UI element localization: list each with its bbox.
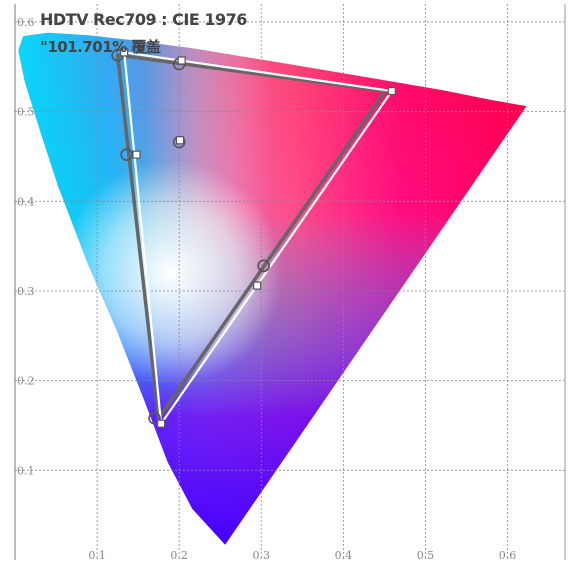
y-tick-label: 0.5 (17, 106, 35, 119)
spectral-locus (18, 32, 527, 545)
marker-square (175, 136, 185, 145)
marker-circle (120, 148, 133, 161)
x-tick-label: 0.3 (253, 549, 271, 562)
tick-labels: 0.1 0.2 0.3 0.4 0.5 0.6 0.1 0.2 0.3 0.4 0.5 0.6 (17, 16, 516, 562)
marker-square (387, 86, 396, 96)
x-tick-label: 0.1 (88, 549, 106, 562)
marker-square (120, 48, 129, 57)
measurement-markers (111, 48, 396, 428)
y-tick-label: 0.2 (17, 375, 35, 388)
x-tick-label: 0.6 (499, 549, 517, 562)
locus-fill (18, 32, 527, 545)
marker-square (132, 150, 141, 159)
gamut-series-line (123, 51, 393, 425)
chart-title: HDTV Rec709 : CIE 1976 (40, 10, 247, 29)
gamut-triangles (115, 51, 393, 425)
marker-square (253, 281, 262, 290)
locus-fill-white (18, 32, 527, 545)
x-tick-label: 0.4 (335, 549, 353, 562)
y-tick-label: 0.1 (17, 464, 35, 477)
y-tick-label: 0.4 (17, 195, 35, 208)
marker-circle (257, 259, 271, 273)
grid (14, 4, 566, 560)
y-tick-label: 0.3 (17, 285, 35, 298)
y-tick-label: 0.6 (17, 16, 35, 29)
x-tick-label: 0.2 (170, 549, 188, 562)
chart-subtitle: "101.701% 覆盖 (40, 38, 161, 56)
marker-square (157, 419, 166, 428)
marker-circle (148, 412, 161, 425)
x-tick-label: 0.5 (417, 549, 435, 562)
marker-square (177, 56, 186, 65)
gamut-series-line (115, 53, 387, 421)
